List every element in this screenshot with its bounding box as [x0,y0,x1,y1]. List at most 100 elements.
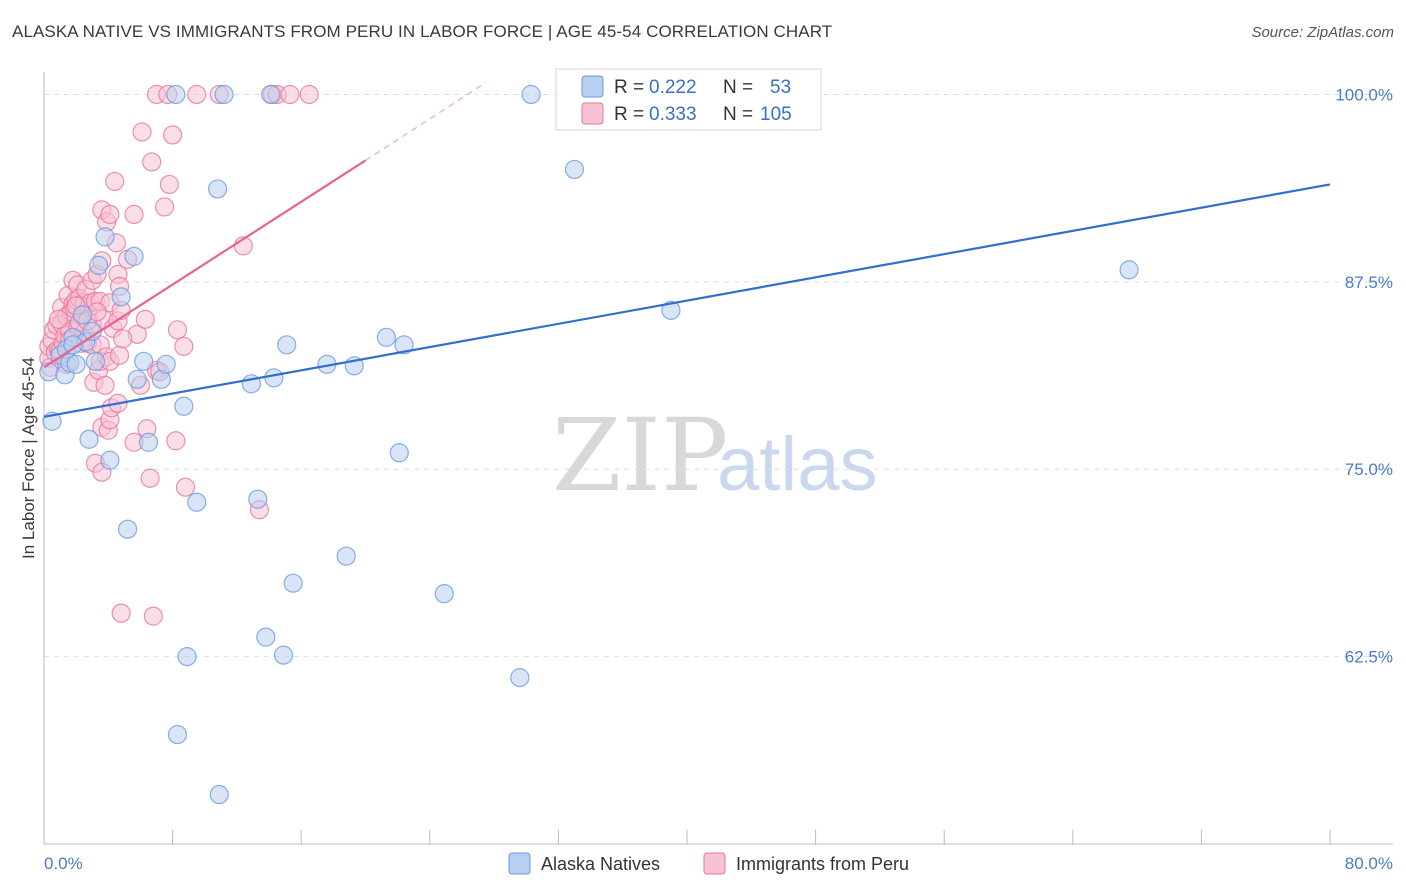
legend-swatch-immigrants-from-peru [581,102,604,125]
data-point [95,227,115,247]
data-point [111,603,131,623]
data-point [132,122,152,142]
bottom-legend-swatch-alaska-natives [508,852,531,875]
data-point [167,320,188,340]
data-point [100,204,120,225]
x-tick-label-min: 0.0% [44,854,83,873]
data-point [66,354,86,374]
legend-n-value-alaska: 53 [770,77,791,98]
data-point [280,84,300,105]
data-point [434,584,454,604]
data-point [124,204,144,225]
data-point [138,432,159,452]
data-point [177,647,197,667]
legend-n-label-alaska: N = [723,77,753,98]
data-point [299,84,319,105]
data-point [143,606,163,626]
data-point [661,300,681,320]
data-point [209,784,229,805]
bottom-legend-label-alaska-natives: Alaska Natives [541,854,660,874]
chart-title: ALASKA NATIVE VS IMMIGRANTS FROM PERU IN… [12,22,833,41]
data-point [154,197,175,217]
watermark-atlas: atlas [717,422,878,507]
series-alaska-natives [39,84,1139,805]
data-point [208,179,228,199]
watermark-zip: ZIP [552,397,728,514]
data-point [175,477,196,497]
trend-line-alaska-natives [43,183,1331,418]
legend-n-label-peru: N = [723,104,753,125]
data-point [264,368,284,388]
y-tick-label: 87.5% [1345,273,1393,292]
data-point [261,84,281,105]
gridlines [44,93,1393,658]
source-label: Source: ZipAtlas.com [1251,24,1394,41]
data-point [142,152,162,172]
data-point [166,84,186,105]
legend-r-label-peru: R = [614,104,644,125]
data-point [140,468,160,488]
data-point [187,84,207,105]
data-point [105,171,125,192]
trend-lines [43,81,1331,418]
data-point [85,351,106,371]
data-point [564,159,585,180]
y-tick-label: 62.5% [1345,648,1393,667]
data-point [167,724,188,745]
y-tick-label: 100.0% [1335,85,1393,104]
legend-r-value-alaska: 0.222 [649,77,697,98]
trend-line-extension-immigrants-from-peru [365,81,487,161]
data-point [1119,260,1139,280]
y-tick-labels: 100.0% 87.5% 75.0% 62.5% [1335,85,1393,666]
trend-line-immigrants-from-peru [43,159,367,369]
correlation-legend: R = 0.222 N = 53 R = 0.333 N = 105 [555,68,822,131]
data-point [111,287,131,307]
data-point [48,309,69,329]
data-point [510,668,530,688]
legend-r-value-peru: 0.333 [649,104,697,125]
bottom-legend-label-immigrants-from-peru: Immigrants from Peru [736,854,909,874]
data-point [273,645,294,665]
data-point [89,255,109,275]
data-point [376,327,396,347]
data-point [521,84,541,105]
axes [43,72,1393,845]
data-point [113,329,133,349]
legend-swatch-alaska-natives [581,75,604,98]
data-point [187,492,207,512]
data-point [117,519,138,539]
legend-r-label-alaska: R = [614,77,644,98]
data-point [277,335,297,355]
x-tick-label-max: 80.0% [1345,854,1393,873]
data-point [109,345,130,365]
data-point [134,351,154,371]
data-point [256,627,276,647]
data-point [100,450,120,470]
data-point [214,84,234,105]
data-point [389,443,409,463]
y-axis-title: In Labor Force | Age 45-54 [19,357,38,559]
data-point [79,429,99,449]
data-point [394,335,414,355]
data-point [63,335,83,355]
data-point [174,396,194,416]
y-tick-label: 75.0% [1345,460,1393,479]
legend-n-value-peru: 105 [760,104,792,125]
data-point [174,336,194,356]
data-point [127,369,147,389]
bottom-legend-swatch-immigrants-from-peru [703,852,726,875]
data-point [163,125,183,145]
data-point [72,305,93,325]
data-point [248,489,268,509]
data-point [166,431,186,451]
data-point [336,546,356,566]
data-point [159,174,179,195]
data-point [124,246,144,266]
data-point [95,375,115,395]
series-legend: Alaska Natives Immigrants from Peru [508,852,909,875]
data-point [156,354,176,374]
data-point [283,573,303,593]
series-immigrants-from-peru [39,84,319,626]
data-point [135,309,155,329]
